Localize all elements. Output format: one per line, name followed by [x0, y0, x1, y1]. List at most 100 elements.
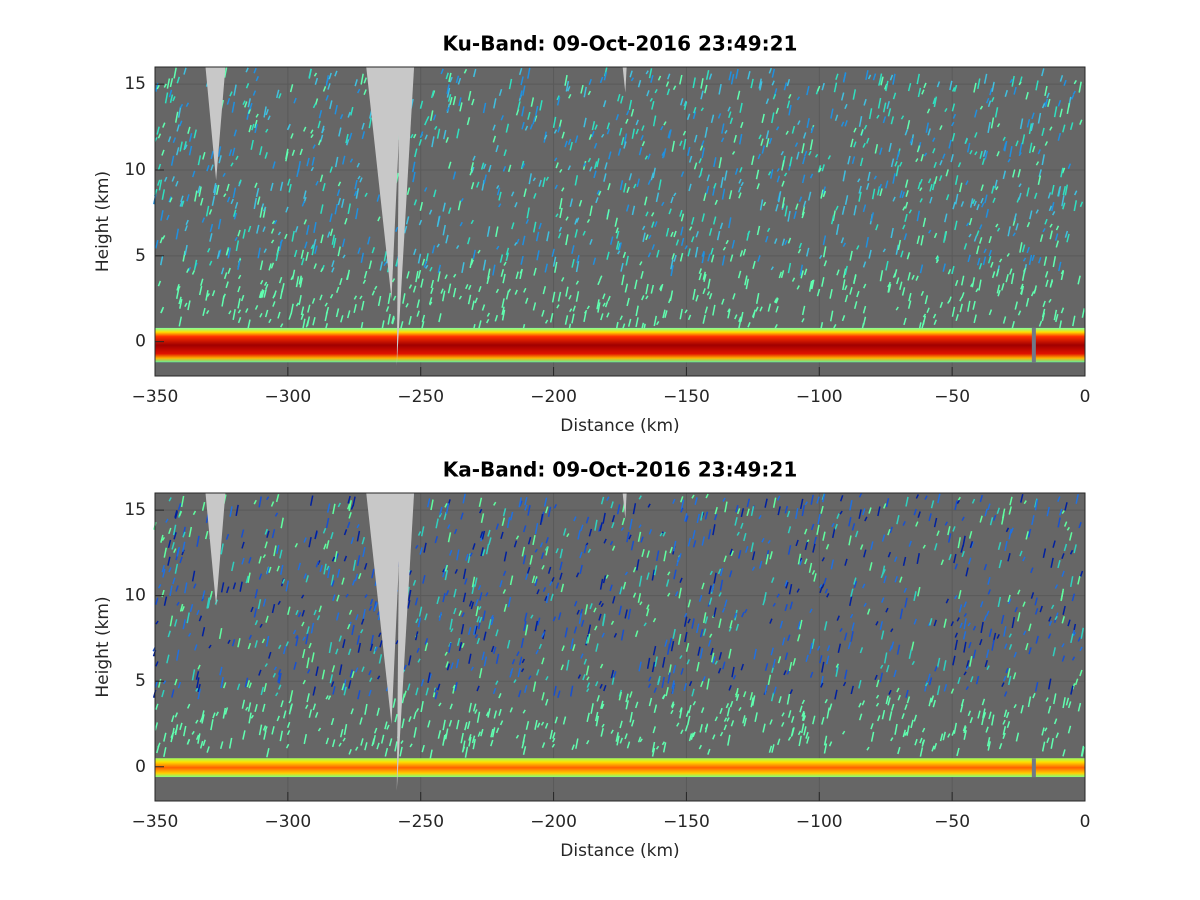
echo-speckle — [272, 301, 276, 307]
echo-speckle — [340, 315, 344, 323]
echo-speckle — [750, 78, 754, 89]
echo-speckle — [933, 161, 937, 169]
echo-speckle — [275, 251, 279, 262]
echo-speckle — [1052, 540, 1056, 548]
echo-speckle — [1048, 298, 1052, 303]
echo-speckle — [561, 277, 565, 282]
echo-speckle — [717, 667, 722, 674]
echo-speckle — [619, 737, 623, 744]
echo-speckle — [708, 597, 713, 605]
echo-speckle — [1028, 647, 1032, 655]
echo-speckle — [882, 102, 887, 113]
echo-speckle — [416, 647, 420, 653]
echo-speckle — [319, 564, 323, 572]
echo-speckle — [332, 686, 336, 695]
echo-speckle — [523, 287, 527, 293]
echo-speckle — [196, 609, 200, 616]
echo-speckle — [718, 651, 723, 660]
echo-speckle — [1032, 692, 1036, 699]
echo-speckle — [577, 674, 582, 679]
echo-speckle — [172, 137, 177, 144]
echo-speckle — [557, 291, 562, 302]
echo-speckle — [175, 180, 179, 187]
echo-speckle — [792, 657, 796, 666]
echo-speckle — [1055, 732, 1059, 739]
echo-speckle — [161, 689, 165, 698]
echo-speckle — [629, 518, 633, 530]
echo-speckle — [414, 631, 419, 641]
echo-speckle — [1004, 643, 1008, 649]
echo-speckle — [910, 719, 914, 729]
echo-speckle — [1066, 102, 1071, 115]
echo-speckle — [285, 641, 289, 647]
echo-speckle — [971, 498, 976, 504]
echo-speckle — [198, 186, 202, 197]
echo-speckle — [784, 505, 789, 514]
echo-speckle — [186, 268, 190, 274]
echo-speckle — [424, 637, 429, 645]
echo-speckle — [640, 271, 644, 279]
echo-speckle — [1060, 269, 1065, 275]
echo-speckle — [1070, 633, 1074, 644]
echo-speckle — [580, 619, 585, 627]
echo-speckle — [1062, 202, 1066, 210]
echo-speckle — [602, 575, 607, 584]
echo-speckle — [629, 70, 633, 78]
echo-speckle — [167, 136, 172, 143]
echo-speckle — [901, 287, 906, 296]
echo-speckle — [437, 264, 442, 274]
echo-speckle — [229, 91, 233, 97]
echo-speckle — [287, 606, 291, 616]
echo-speckle — [699, 628, 704, 638]
echo-speckle — [870, 541, 874, 550]
echo-speckle — [764, 663, 769, 672]
echo-speckle — [821, 717, 825, 725]
echo-speckle — [532, 681, 537, 692]
echo-speckle — [691, 494, 695, 499]
echo-speckle — [661, 694, 666, 699]
echo-speckle — [549, 729, 553, 740]
echo-speckle — [553, 685, 557, 696]
echo-speckle — [668, 208, 672, 215]
echo-speckle — [645, 70, 649, 75]
echo-speckle — [774, 238, 778, 244]
echo-speckle — [734, 168, 739, 175]
echo-speckle — [470, 162, 474, 171]
echo-speckle — [184, 225, 188, 232]
echo-speckle — [849, 596, 853, 606]
echo-speckle — [835, 205, 839, 211]
echo-speckle — [606, 128, 611, 135]
echo-speckle — [1019, 288, 1024, 295]
echo-speckle — [552, 737, 556, 743]
echo-speckle — [288, 699, 292, 704]
echo-speckle — [291, 269, 296, 280]
echo-speckle — [294, 225, 299, 233]
echo-speckle — [495, 727, 500, 734]
echo-speckle — [562, 528, 567, 536]
echo-speckle — [191, 170, 196, 178]
echo-speckle — [270, 501, 275, 507]
echo-speckle — [293, 249, 298, 258]
echo-speckle — [1047, 705, 1052, 714]
echo-speckle — [532, 116, 536, 125]
echo-speckle — [427, 720, 431, 728]
echo-speckle — [646, 550, 650, 558]
surface-gap — [1031, 758, 1036, 778]
echo-speckle — [540, 721, 545, 726]
echo-speckle — [894, 161, 898, 167]
echo-speckle — [899, 608, 904, 620]
echo-speckle — [470, 259, 474, 266]
echo-speckle — [352, 496, 356, 507]
echo-speckle — [1019, 118, 1024, 130]
echo-speckle — [907, 83, 912, 92]
echo-speckle — [849, 613, 854, 619]
echo-speckle — [488, 164, 492, 173]
echo-speckle — [1007, 226, 1011, 237]
echo-speckle — [817, 513, 821, 525]
echo-speckle — [672, 628, 676, 639]
echo-speckle — [744, 546, 749, 553]
echo-speckle — [160, 306, 165, 313]
echo-speckle — [987, 589, 991, 595]
echo-speckle — [168, 567, 172, 573]
echo-speckle — [746, 498, 751, 508]
